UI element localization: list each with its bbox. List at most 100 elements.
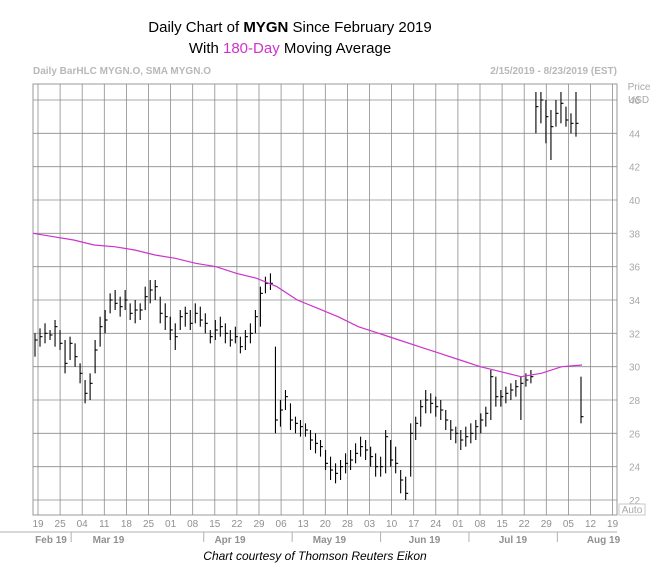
x-tick-label: 22 bbox=[519, 519, 531, 530]
price-bar bbox=[64, 340, 68, 374]
x-month-label: Aug 19 bbox=[587, 535, 621, 546]
x-tick-label: 15 bbox=[497, 519, 509, 530]
price-bar bbox=[79, 363, 83, 384]
y-tick-label: 26 bbox=[629, 429, 641, 440]
price-bar bbox=[114, 290, 118, 310]
price-bar bbox=[455, 426, 459, 444]
price-bar bbox=[580, 376, 584, 424]
price-bar bbox=[179, 310, 183, 330]
x-tick-label: 25 bbox=[143, 519, 155, 530]
price-bar bbox=[450, 420, 454, 440]
price-bar bbox=[570, 113, 574, 134]
price-bar bbox=[314, 433, 319, 454]
price-bar bbox=[420, 400, 424, 427]
price-bar bbox=[304, 423, 308, 437]
price-bar bbox=[324, 450, 329, 470]
y-tick-label: 32 bbox=[629, 329, 641, 340]
price-bar bbox=[59, 330, 63, 350]
price-bar bbox=[174, 323, 178, 350]
price-bar bbox=[94, 340, 98, 374]
price-bar bbox=[515, 380, 519, 397]
chart-header-date-range: 2/15/2019 - 8/23/2019 (EST) bbox=[490, 66, 617, 77]
price-bar bbox=[355, 443, 359, 464]
chart-title-line-1: Daily Chart of MYGN Since February 2019 bbox=[0, 19, 580, 36]
price-bar bbox=[405, 476, 409, 500]
price-bar bbox=[209, 330, 213, 344]
price-bar bbox=[84, 380, 88, 404]
price-bar bbox=[184, 306, 188, 327]
price-bar bbox=[34, 333, 38, 357]
price-bar bbox=[575, 92, 579, 137]
price-bar bbox=[545, 100, 549, 144]
price-bar bbox=[244, 330, 248, 350]
price-bar bbox=[385, 430, 389, 474]
y-tick-label: 28 bbox=[629, 396, 641, 407]
price-bar bbox=[390, 440, 394, 467]
price-bar bbox=[124, 290, 128, 310]
price-bar bbox=[360, 436, 364, 457]
auto-scale-button[interactable] bbox=[618, 503, 646, 516]
price-bar bbox=[480, 413, 484, 434]
price-bar bbox=[289, 403, 293, 430]
x-tick-label: 08 bbox=[187, 519, 199, 530]
y-tick-label: 42 bbox=[629, 163, 641, 174]
price-bar bbox=[74, 343, 78, 367]
price-bar bbox=[279, 400, 283, 427]
price-bar bbox=[495, 376, 499, 407]
price-bar bbox=[169, 316, 173, 340]
title-prefix: Daily Chart of bbox=[148, 19, 244, 36]
price-bar bbox=[129, 303, 133, 320]
x-tick-label: 29 bbox=[541, 519, 553, 530]
price-bar bbox=[239, 336, 243, 354]
price-bar bbox=[490, 370, 494, 420]
price-bar bbox=[335, 463, 339, 484]
price-bar bbox=[350, 450, 354, 470]
price-bar bbox=[380, 456, 384, 477]
price-bar bbox=[510, 383, 514, 400]
x-month-label: May 19 bbox=[313, 535, 347, 546]
price-bar bbox=[560, 92, 564, 124]
x-tick-label: 24 bbox=[430, 519, 442, 530]
price-bar bbox=[139, 303, 143, 320]
x-tick-label: 20 bbox=[320, 519, 332, 530]
price-bar bbox=[299, 420, 303, 437]
subtitle-suffix: Moving Average bbox=[279, 40, 392, 57]
y-axis-ticks: 22 24 26 28 30 32 34 36 38 40 42 44 46 bbox=[629, 96, 641, 507]
chart-title-line-2: With 180-Day Moving Average bbox=[0, 40, 580, 57]
x-month-label: Jul 19 bbox=[499, 535, 528, 546]
price-bar bbox=[119, 296, 123, 317]
x-tick-label: 19 bbox=[607, 519, 619, 530]
price-bar bbox=[264, 276, 268, 294]
moving-average-line bbox=[32, 232, 583, 378]
x-tick-label: 01 bbox=[165, 519, 177, 530]
price-bar bbox=[550, 110, 554, 160]
x-tick-label: 12 bbox=[585, 519, 597, 530]
price-bar bbox=[259, 286, 263, 327]
x-tick-label: 25 bbox=[55, 519, 67, 530]
price-bar bbox=[340, 460, 344, 480]
subtitle-prefix: With bbox=[188, 40, 223, 57]
price-bar bbox=[109, 293, 113, 314]
price-bar bbox=[430, 393, 434, 414]
price-bar bbox=[435, 396, 439, 417]
x-tick-label: 04 bbox=[77, 519, 89, 530]
price-bar bbox=[69, 336, 73, 360]
price-bar bbox=[89, 373, 93, 400]
x-tick-label: 06 bbox=[276, 519, 288, 530]
price-bar bbox=[375, 453, 379, 477]
x-tick-label: 15 bbox=[209, 519, 221, 530]
price-bar bbox=[159, 296, 163, 324]
y-tick-label: 24 bbox=[629, 463, 641, 474]
price-bar bbox=[445, 410, 449, 430]
price-bar bbox=[284, 390, 288, 410]
x-tick-label: 03 bbox=[364, 519, 376, 530]
price-bar bbox=[319, 440, 324, 457]
x-tick-label: 22 bbox=[231, 519, 243, 530]
price-bar bbox=[329, 456, 334, 480]
price-bar bbox=[134, 300, 138, 324]
price-bar bbox=[530, 370, 534, 384]
x-axis-ticks: 19 25 04 11 18 25 01 08 15 22 29 06 13 20 28 03 10 17 24 01… bbox=[32, 519, 618, 530]
chart-grid bbox=[0, 83, 618, 542]
price-bar bbox=[104, 310, 108, 334]
price-bar bbox=[144, 286, 148, 310]
